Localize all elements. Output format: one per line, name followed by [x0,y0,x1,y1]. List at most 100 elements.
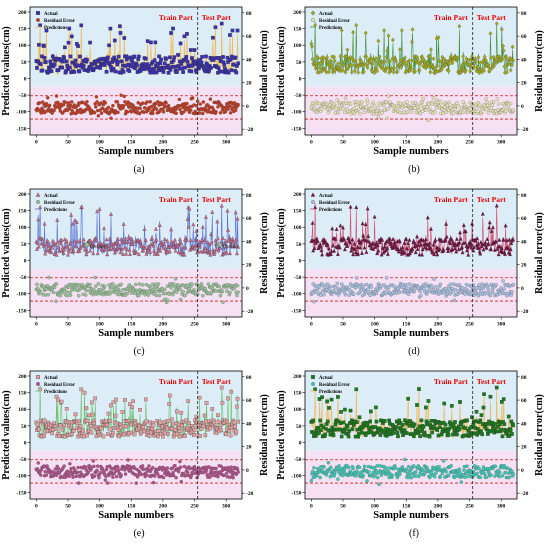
residual-point [460,110,465,114]
residual-point [484,107,489,111]
residual-point [317,285,322,289]
actual-point [345,424,350,429]
residual-point [491,100,496,104]
actual-point [50,245,55,250]
residual-point [96,282,101,286]
y-tick-label: -50 [19,275,27,281]
actual-point [117,244,122,249]
residual-point [235,283,240,288]
y2-tick-label: 40 [521,421,527,427]
y2-tick-label: 60 [246,216,252,222]
actual-point [119,59,124,64]
actual-point [399,28,404,33]
residual-point [225,289,229,293]
residual-point [511,282,515,287]
y-tick-label: 50 [296,424,302,430]
actual-point [78,245,83,251]
residual-point [451,110,456,115]
y-tick-label: 150 [293,209,302,215]
actual-point [36,244,41,249]
actual-point [138,68,143,73]
y-tick-label: -150 [291,490,301,496]
outlier-label: Outlier [90,244,106,250]
actual-point [72,238,77,243]
residual-point [147,464,151,468]
residual-point [111,282,115,286]
residual-point [95,100,99,104]
x-tick-label: 0 [310,504,313,510]
test-part-label: Test Part [202,195,232,204]
residual-point [332,102,336,106]
actual-point [397,63,402,69]
actual-point [474,409,479,414]
residual-point [365,98,369,102]
y2-axis-label: Residual error(cm) [259,394,270,476]
actual-point [169,31,173,35]
residual-point [92,110,97,115]
actual-point [131,399,135,404]
residual-point [319,293,323,297]
residual-point [376,288,380,293]
residual-point [143,293,147,297]
actual-point [46,239,51,245]
actual-point [171,422,175,427]
residual-point [236,290,240,294]
y-tick-label: -150 [16,308,26,314]
test-part-label: Test Part [202,377,232,386]
x-tick-label: 100 [370,140,379,146]
residual-point [419,293,423,298]
residual-point [362,464,367,469]
y-tick-label: 100 [293,407,302,413]
actual-point [171,26,175,31]
residual-point [447,100,452,105]
actual-point [181,244,186,250]
actual-point [168,393,172,398]
y2-tick-label: -20 [246,127,254,133]
actual-point [116,60,120,64]
residual-point [499,286,503,290]
actual-point [72,70,77,74]
y-tick-label: 0 [24,440,27,446]
y-tick-label: -100 [291,110,301,116]
residual-point [189,108,193,112]
legend-residual-marker [36,382,40,386]
actual-point [99,426,104,431]
actual-point [229,389,234,394]
residual-point [405,286,409,290]
actual-point [35,422,40,427]
residual-point [119,473,123,477]
residual-point [64,289,69,294]
residual-point [35,106,40,111]
actual-point [111,66,116,71]
x-tick-label: 50 [65,322,71,328]
y2-tick-label: 80 [521,193,527,199]
actual-point [54,427,58,432]
residual-point [430,102,434,106]
actual-point [510,432,514,436]
actual-point [85,57,89,62]
residual-point [374,111,379,116]
residual-point [204,467,209,472]
legend-predictions-label: Predictions [44,26,67,31]
y2-tick-label: 80 [246,11,252,17]
actual-point [232,243,237,248]
residual-point [342,469,346,474]
actual-point [124,251,129,256]
actual-point [494,60,498,66]
residual-point [231,476,235,480]
actual-point [392,65,397,71]
actual-point [374,56,378,61]
residual-point [92,464,96,469]
actual-point [229,68,234,73]
residual-point [236,102,240,107]
actual-point [90,400,94,405]
actual-point [204,419,208,424]
actual-point [116,236,120,241]
residual-point [490,103,495,108]
actual-point [233,240,237,245]
panel-label: (d) [408,346,420,357]
residual-point [116,110,120,115]
actual-point [193,237,198,242]
actual-point [112,38,117,43]
y-tick-label: 0 [299,258,302,264]
